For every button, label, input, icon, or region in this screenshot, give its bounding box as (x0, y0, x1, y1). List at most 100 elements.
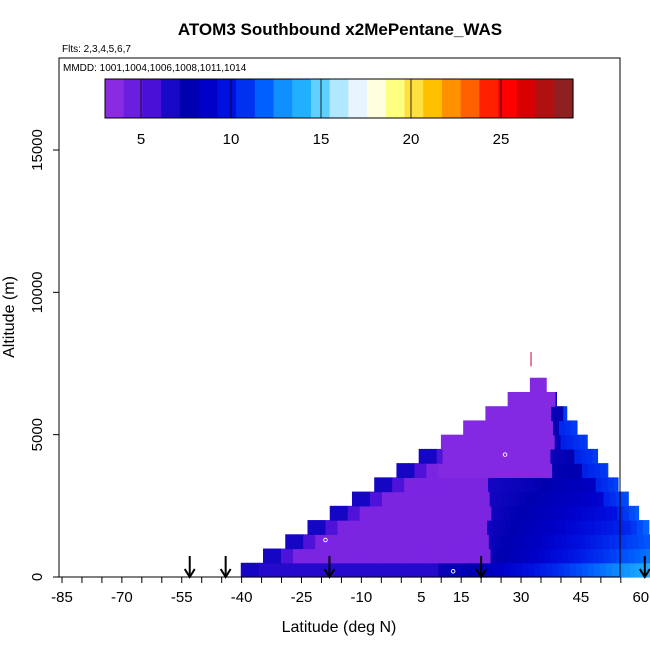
curtain-cell (596, 534, 604, 550)
curtain-cell (568, 548, 575, 564)
curtain-cell (511, 420, 518, 436)
curtain-cell (549, 491, 557, 507)
curtain-cell (576, 520, 584, 535)
curtain-cell (582, 562, 589, 578)
curtain-cell (389, 505, 397, 521)
curtain-cell (464, 434, 472, 450)
curtain-cell (609, 491, 617, 507)
curtain-cell (623, 505, 630, 521)
curtain-cell (525, 391, 533, 407)
curtain-cell (396, 562, 404, 578)
curtain-cell (600, 463, 607, 478)
curtain-cell (484, 448, 492, 464)
curtain-cell (418, 548, 426, 564)
curtain-cell (310, 548, 318, 564)
curtain-cell (585, 491, 593, 507)
curtain-cell (549, 391, 557, 407)
curtain-cell (485, 406, 492, 422)
curtain-cell (607, 477, 615, 493)
curtain-cell (527, 406, 534, 422)
curtain-cell (591, 491, 599, 507)
curtain-cell (508, 448, 516, 464)
curtain-cell (300, 562, 308, 578)
curtain-cell (402, 463, 410, 478)
curtain-cell (516, 463, 523, 478)
curtain-cell (516, 562, 523, 578)
curtain-cell (499, 520, 506, 535)
chart-title: ATOM3 Southbound x2MePentane_WAS (178, 20, 502, 39)
curtain-cell (570, 520, 578, 535)
curtain-cell (446, 477, 453, 493)
curtain-cell (358, 548, 366, 564)
curtain-cell (363, 534, 370, 550)
curtain-cell (526, 548, 534, 564)
curtain-cell (505, 477, 513, 493)
y-tick-label: 15000 (29, 129, 46, 171)
curtain-cell (593, 505, 600, 521)
curtain-cell (523, 520, 530, 535)
curtain-cell (561, 491, 569, 507)
curtain-cell (408, 562, 416, 578)
curtain-cell (606, 562, 613, 578)
curtain-cell (409, 520, 416, 535)
curtain-cell (476, 534, 484, 550)
curtain-cell (408, 463, 416, 478)
curtain-cell (502, 548, 510, 564)
curtain-cell (515, 406, 522, 422)
curtain-cell (546, 420, 554, 436)
curtain-cell (499, 420, 506, 436)
curtain-cell (528, 463, 535, 478)
curtain-cell (414, 562, 421, 578)
curtain-cell (538, 548, 546, 564)
curtain-cell (365, 505, 373, 521)
curtain-cell (335, 505, 343, 521)
curtain-cell (582, 520, 590, 535)
curtain-cell (487, 420, 494, 436)
curtain-cell (646, 548, 650, 564)
curtain-cell (546, 562, 553, 578)
colorbar-swatch (123, 79, 144, 118)
curtain-cell (428, 534, 436, 550)
curtain-cell (425, 505, 433, 521)
curtain-cell (530, 534, 538, 550)
curtain-cell (482, 434, 490, 450)
curtain-cell (555, 491, 563, 507)
curtain-cell (551, 505, 558, 521)
curtain-cell (354, 562, 362, 578)
curtain-cell (475, 477, 483, 493)
curtain-cell (417, 491, 425, 507)
curtain-cell (414, 463, 421, 478)
colorbar-swatch (423, 79, 443, 118)
curtain-cell (383, 505, 391, 521)
curtain-cell (452, 434, 460, 450)
curtain-cell (443, 505, 451, 521)
curtain-cell (458, 477, 465, 493)
curtain-cell (569, 505, 576, 521)
curtain-cell (386, 477, 393, 493)
curtain-cell (543, 391, 551, 407)
curtain-cell (276, 562, 284, 578)
curtain-cell (466, 548, 474, 564)
curtain-cell (524, 534, 532, 550)
curtain-cell (471, 491, 479, 507)
curtain-cell (435, 491, 443, 507)
curtain-cell (594, 463, 601, 478)
curtain-cell (529, 377, 537, 393)
curtain-cell (458, 434, 466, 450)
curtain-cell (297, 534, 304, 550)
curtain-cell (397, 520, 404, 535)
curtain-cell (617, 562, 625, 578)
curtain-cell (558, 520, 566, 535)
curtain-cell (628, 548, 635, 564)
x-tick-label: 45 (573, 589, 590, 606)
curtain-cell (426, 562, 433, 578)
curtain-cell (264, 562, 272, 578)
curtain-cell (552, 562, 559, 578)
curtain-cell (505, 520, 512, 535)
curtain-cell (506, 534, 514, 550)
curtain-cell (620, 534, 628, 550)
curtain-cell (500, 534, 508, 550)
curtain-cell (512, 534, 520, 550)
curtain-cell (424, 448, 432, 464)
curtain-cell (448, 548, 456, 564)
